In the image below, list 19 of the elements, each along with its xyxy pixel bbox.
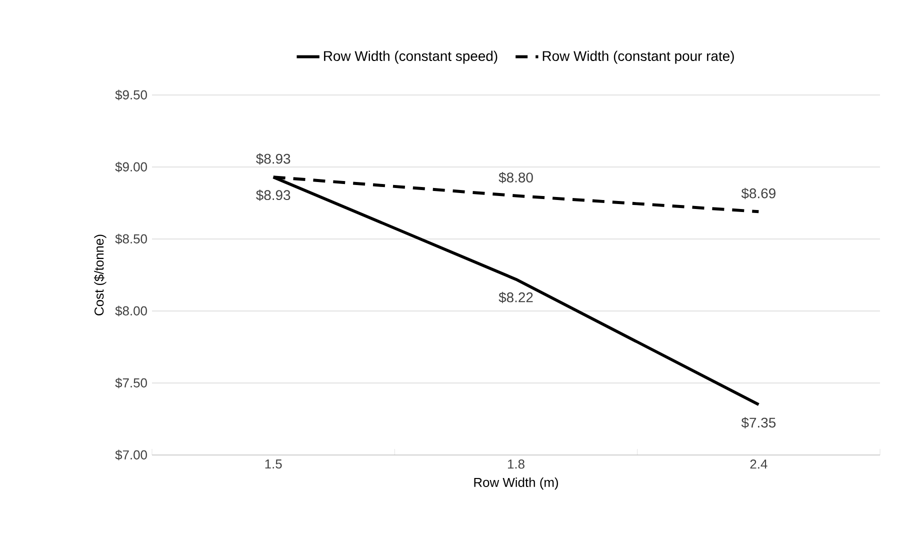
x-tick-label: 1.8 bbox=[508, 460, 524, 469]
y-tick-label: $8.00 bbox=[115, 306, 147, 316]
data-label: $7.35 bbox=[741, 417, 776, 428]
y-tick-label: $9.00 bbox=[115, 162, 147, 172]
legend-label: Row Width (constant pour rate) bbox=[542, 50, 734, 64]
y-tick-label: $7.00 bbox=[115, 450, 147, 460]
data-label: $8.93 bbox=[256, 153, 290, 165]
x-tick-label: 2.4 bbox=[750, 460, 768, 469]
y-tick-label: $7.50 bbox=[115, 378, 147, 388]
data-label: $8.22 bbox=[498, 292, 533, 304]
data-label: $8.93 bbox=[256, 190, 290, 201]
legend-label: Row Width (constant speed) bbox=[324, 50, 498, 64]
y-tick-label: $8.50 bbox=[115, 234, 147, 244]
x-tick-label: 1.5 bbox=[265, 460, 282, 469]
y-axis-title: Cost ($/tonne) bbox=[94, 234, 106, 316]
x-axis-title: Row Width (m) bbox=[474, 478, 558, 490]
data-label: $8.80 bbox=[498, 172, 533, 184]
data-label: $8.69 bbox=[741, 188, 776, 200]
y-tick-label: $9.50 bbox=[115, 90, 147, 100]
